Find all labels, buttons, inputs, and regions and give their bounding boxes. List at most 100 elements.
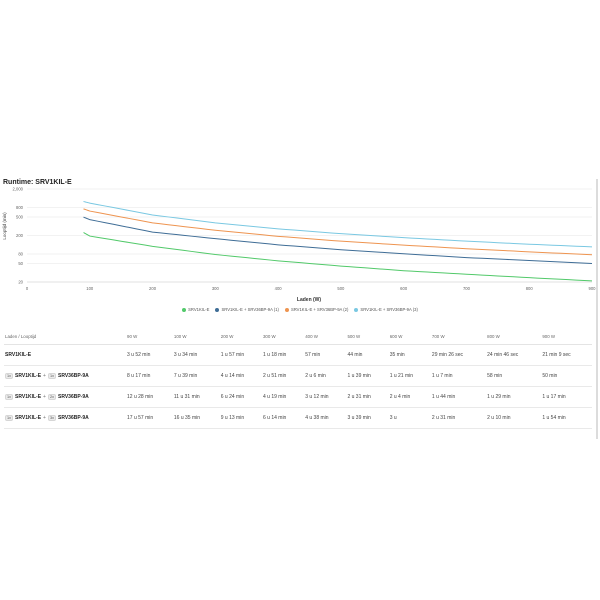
- runtime-cell: 24 min 46 sec: [486, 344, 542, 366]
- runtime-cell: 29 min 26 sec: [430, 344, 487, 366]
- y-tick-label: 80: [18, 252, 23, 257]
- y-axis-label: Looptijd (min): [2, 212, 7, 240]
- table-column-header: 500 W: [346, 328, 389, 345]
- chart-legend: SRV1KIL-E SRV1KIL-E + SRV36BP-9A (1) SRV1K…: [0, 307, 600, 312]
- legend-item-3[interactable]: SRV1KIL-E + SRV36BP-9A (2): [284, 307, 349, 312]
- runtime-cell: 2 u 6 min: [304, 365, 347, 387]
- legend-label: SRV1KIL-E + SRV36BP-9A (2): [290, 307, 349, 312]
- legend-item-4[interactable]: SRV1KIL-E + SRV36BP-9A (3): [354, 307, 418, 312]
- table-column-header: 90 W: [126, 328, 173, 345]
- table-column-header: 400 W: [304, 328, 347, 345]
- runtime-cell: 3 u 52 min: [126, 344, 173, 366]
- quantity-badge: 2x: [47, 394, 56, 400]
- runtime-cell: 2 u 31 min: [346, 386, 389, 408]
- table-row: 1x SRV1KIL-E +1x SRV36BP-9A 8 u 17 min 7 u 39…: [4, 365, 592, 387]
- x-tick-label: 600: [400, 286, 408, 291]
- y-tick-label: 500: [16, 214, 24, 219]
- series-line-3: [83, 208, 593, 256]
- scrollbar[interactable]: [596, 179, 598, 439]
- product-name: SRV1KIL-E: [15, 373, 42, 379]
- legend-label: SRV1KIL-E + SRV36BP-9A (3): [360, 307, 418, 312]
- x-tick-label: 0: [26, 286, 29, 291]
- runtime-cell: 4 u 14 min: [219, 365, 262, 387]
- x-axis-ticks: 0 100 200 300 400 500 600 700 800 900: [26, 286, 596, 291]
- product-name: SRV1KIL-E: [5, 352, 32, 358]
- legend-label: SRV1KIL-E: [188, 307, 210, 312]
- legend-marker-icon: [182, 307, 187, 312]
- series-line-4: [83, 201, 593, 248]
- row-label: 1x SRV1KIL-E +1x SRV36BP-9A: [4, 365, 126, 387]
- table-row: 1x SRV1KIL-E +2x SRV36BP-9A 12 u 28 min 11 u …: [4, 386, 592, 408]
- runtime-cell: 12 u 28 min: [126, 386, 173, 408]
- runtime-chart: 20 50 80 200 500 800 2,000 0 100 200 300 400 500 600…: [2, 187, 596, 304]
- product-name: SRV36BP-9A: [57, 373, 89, 379]
- product-name: SRV36BP-9A: [57, 394, 89, 400]
- runtime-cell: 3 u 39 min: [346, 407, 389, 429]
- runtime-cell: 1 u 54 min: [541, 407, 592, 429]
- series-lines: [83, 201, 593, 282]
- row-label: 1x SRV1KIL-E +2x SRV36BP-9A: [4, 386, 126, 408]
- runtime-cell: 8 u 17 min: [126, 365, 173, 387]
- table-column-header: 900 W: [541, 328, 592, 345]
- runtime-cell: 7 u 39 min: [172, 365, 220, 387]
- runtime-cell: 35 min: [388, 344, 431, 366]
- runtime-cell: 1 u 21 min: [388, 365, 431, 387]
- product-name: SRV1KIL-E: [15, 394, 42, 400]
- runtime-cell: 4 u 38 min: [304, 407, 347, 429]
- plus-icon: +: [43, 394, 46, 400]
- product-name: SRV1KIL-E: [15, 415, 42, 421]
- runtime-cell: 4 u 19 min: [261, 386, 305, 408]
- y-tick-label: 200: [16, 233, 24, 238]
- table-corner-header: Laden / Looptijd: [4, 328, 126, 345]
- chart-grid: [27, 188, 592, 283]
- quantity-badge: 1x: [47, 373, 56, 379]
- page-title: Runtime: SRV1KIL-E: [3, 179, 72, 186]
- quantity-badge: 1x: [5, 394, 14, 400]
- x-tick-label: 200: [149, 286, 157, 291]
- table-column-header: 800 W: [486, 328, 542, 345]
- y-tick-label: 20: [18, 280, 23, 285]
- x-tick-label: 900: [589, 286, 597, 291]
- runtime-cell: 2 u 31 min: [430, 407, 487, 429]
- runtime-cell: 3 u 34 min: [172, 344, 220, 366]
- runtime-cell: 9 u 13 min: [219, 407, 262, 429]
- legend-label: SRV1KIL-E + SRV36BP-9A (1): [221, 307, 279, 312]
- x-tick-label: 500: [337, 286, 345, 291]
- runtime-cell: 2 u 51 min: [261, 365, 305, 387]
- table-column-header: 100 W: [172, 328, 220, 345]
- quantity-badge: 1x: [5, 373, 14, 379]
- plus-icon: +: [43, 373, 46, 379]
- runtime-cell: 2 u 10 min: [486, 407, 542, 429]
- legend-marker-icon: [284, 307, 289, 312]
- runtime-cell: 58 min: [486, 365, 542, 387]
- legend-item-2[interactable]: SRV1KIL-E + SRV36BP-9A (1): [215, 307, 279, 312]
- quantity-badge: 1x: [5, 415, 14, 421]
- runtime-cell: 21 min 9 sec: [541, 344, 592, 366]
- x-tick-label: 300: [212, 286, 220, 291]
- row-label: 1x SRV1KIL-E +3x SRV36BP-9A: [4, 407, 126, 429]
- runtime-cell: 3 u: [388, 407, 431, 429]
- runtime-cell: 1 u 44 min: [430, 386, 487, 408]
- quantity-badge: 3x: [47, 415, 56, 421]
- runtime-table: Laden / Looptijd 90 W 100 W 200 W 300 W 400 …: [4, 328, 592, 429]
- x-tick-label: 100: [86, 286, 94, 291]
- legend-item-1[interactable]: SRV1KIL-E: [182, 307, 209, 312]
- runtime-cell: 6 u 14 min: [261, 407, 305, 429]
- series-line-2: [83, 216, 593, 264]
- runtime-cell: 1 u 7 min: [430, 365, 487, 387]
- table-row: 1x SRV1KIL-E +3x SRV36BP-9A 17 u 57 min 16 u …: [4, 407, 592, 429]
- x-tick-label: 400: [275, 286, 283, 291]
- series-line-1: [83, 232, 593, 282]
- runtime-cell: 1 u 39 min: [346, 365, 389, 387]
- runtime-cell: 44 min: [346, 344, 389, 366]
- x-tick-label: 800: [526, 286, 534, 291]
- runtime-cell: 1 u 17 min: [541, 386, 592, 408]
- runtime-cell: 11 u 31 min: [172, 386, 220, 408]
- runtime-cell: 2 u 4 min: [388, 386, 431, 408]
- plus-icon: +: [43, 415, 46, 421]
- table-column-header: 200 W: [219, 328, 262, 345]
- runtime-cell: 6 u 24 min: [219, 386, 262, 408]
- runtime-cell: 1 u 18 min: [261, 344, 305, 366]
- y-tick-label: 800: [16, 205, 24, 210]
- legend-marker-icon: [354, 307, 359, 312]
